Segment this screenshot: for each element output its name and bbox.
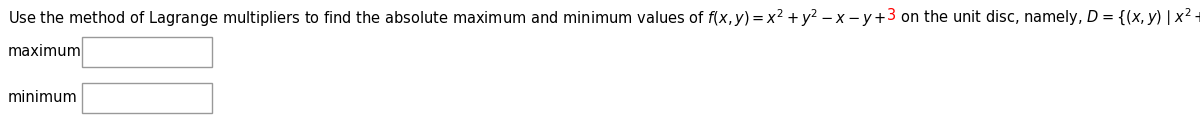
Text: Use the method of Lagrange multipliers to find the absolute maximum and minimum : Use the method of Lagrange multipliers t…	[8, 7, 887, 29]
Text: maximum: maximum	[8, 44, 82, 59]
Text: on the unit disc, namely, $D = \{(x, y) \mid x^2 + y^2 \leq 1\}.$: on the unit disc, namely, $D = \{(x, y) …	[896, 7, 1200, 28]
Text: $3$: $3$	[887, 7, 896, 23]
Bar	[82, 83, 212, 113]
Bar	[82, 37, 212, 67]
Text: minimum: minimum	[8, 90, 78, 106]
